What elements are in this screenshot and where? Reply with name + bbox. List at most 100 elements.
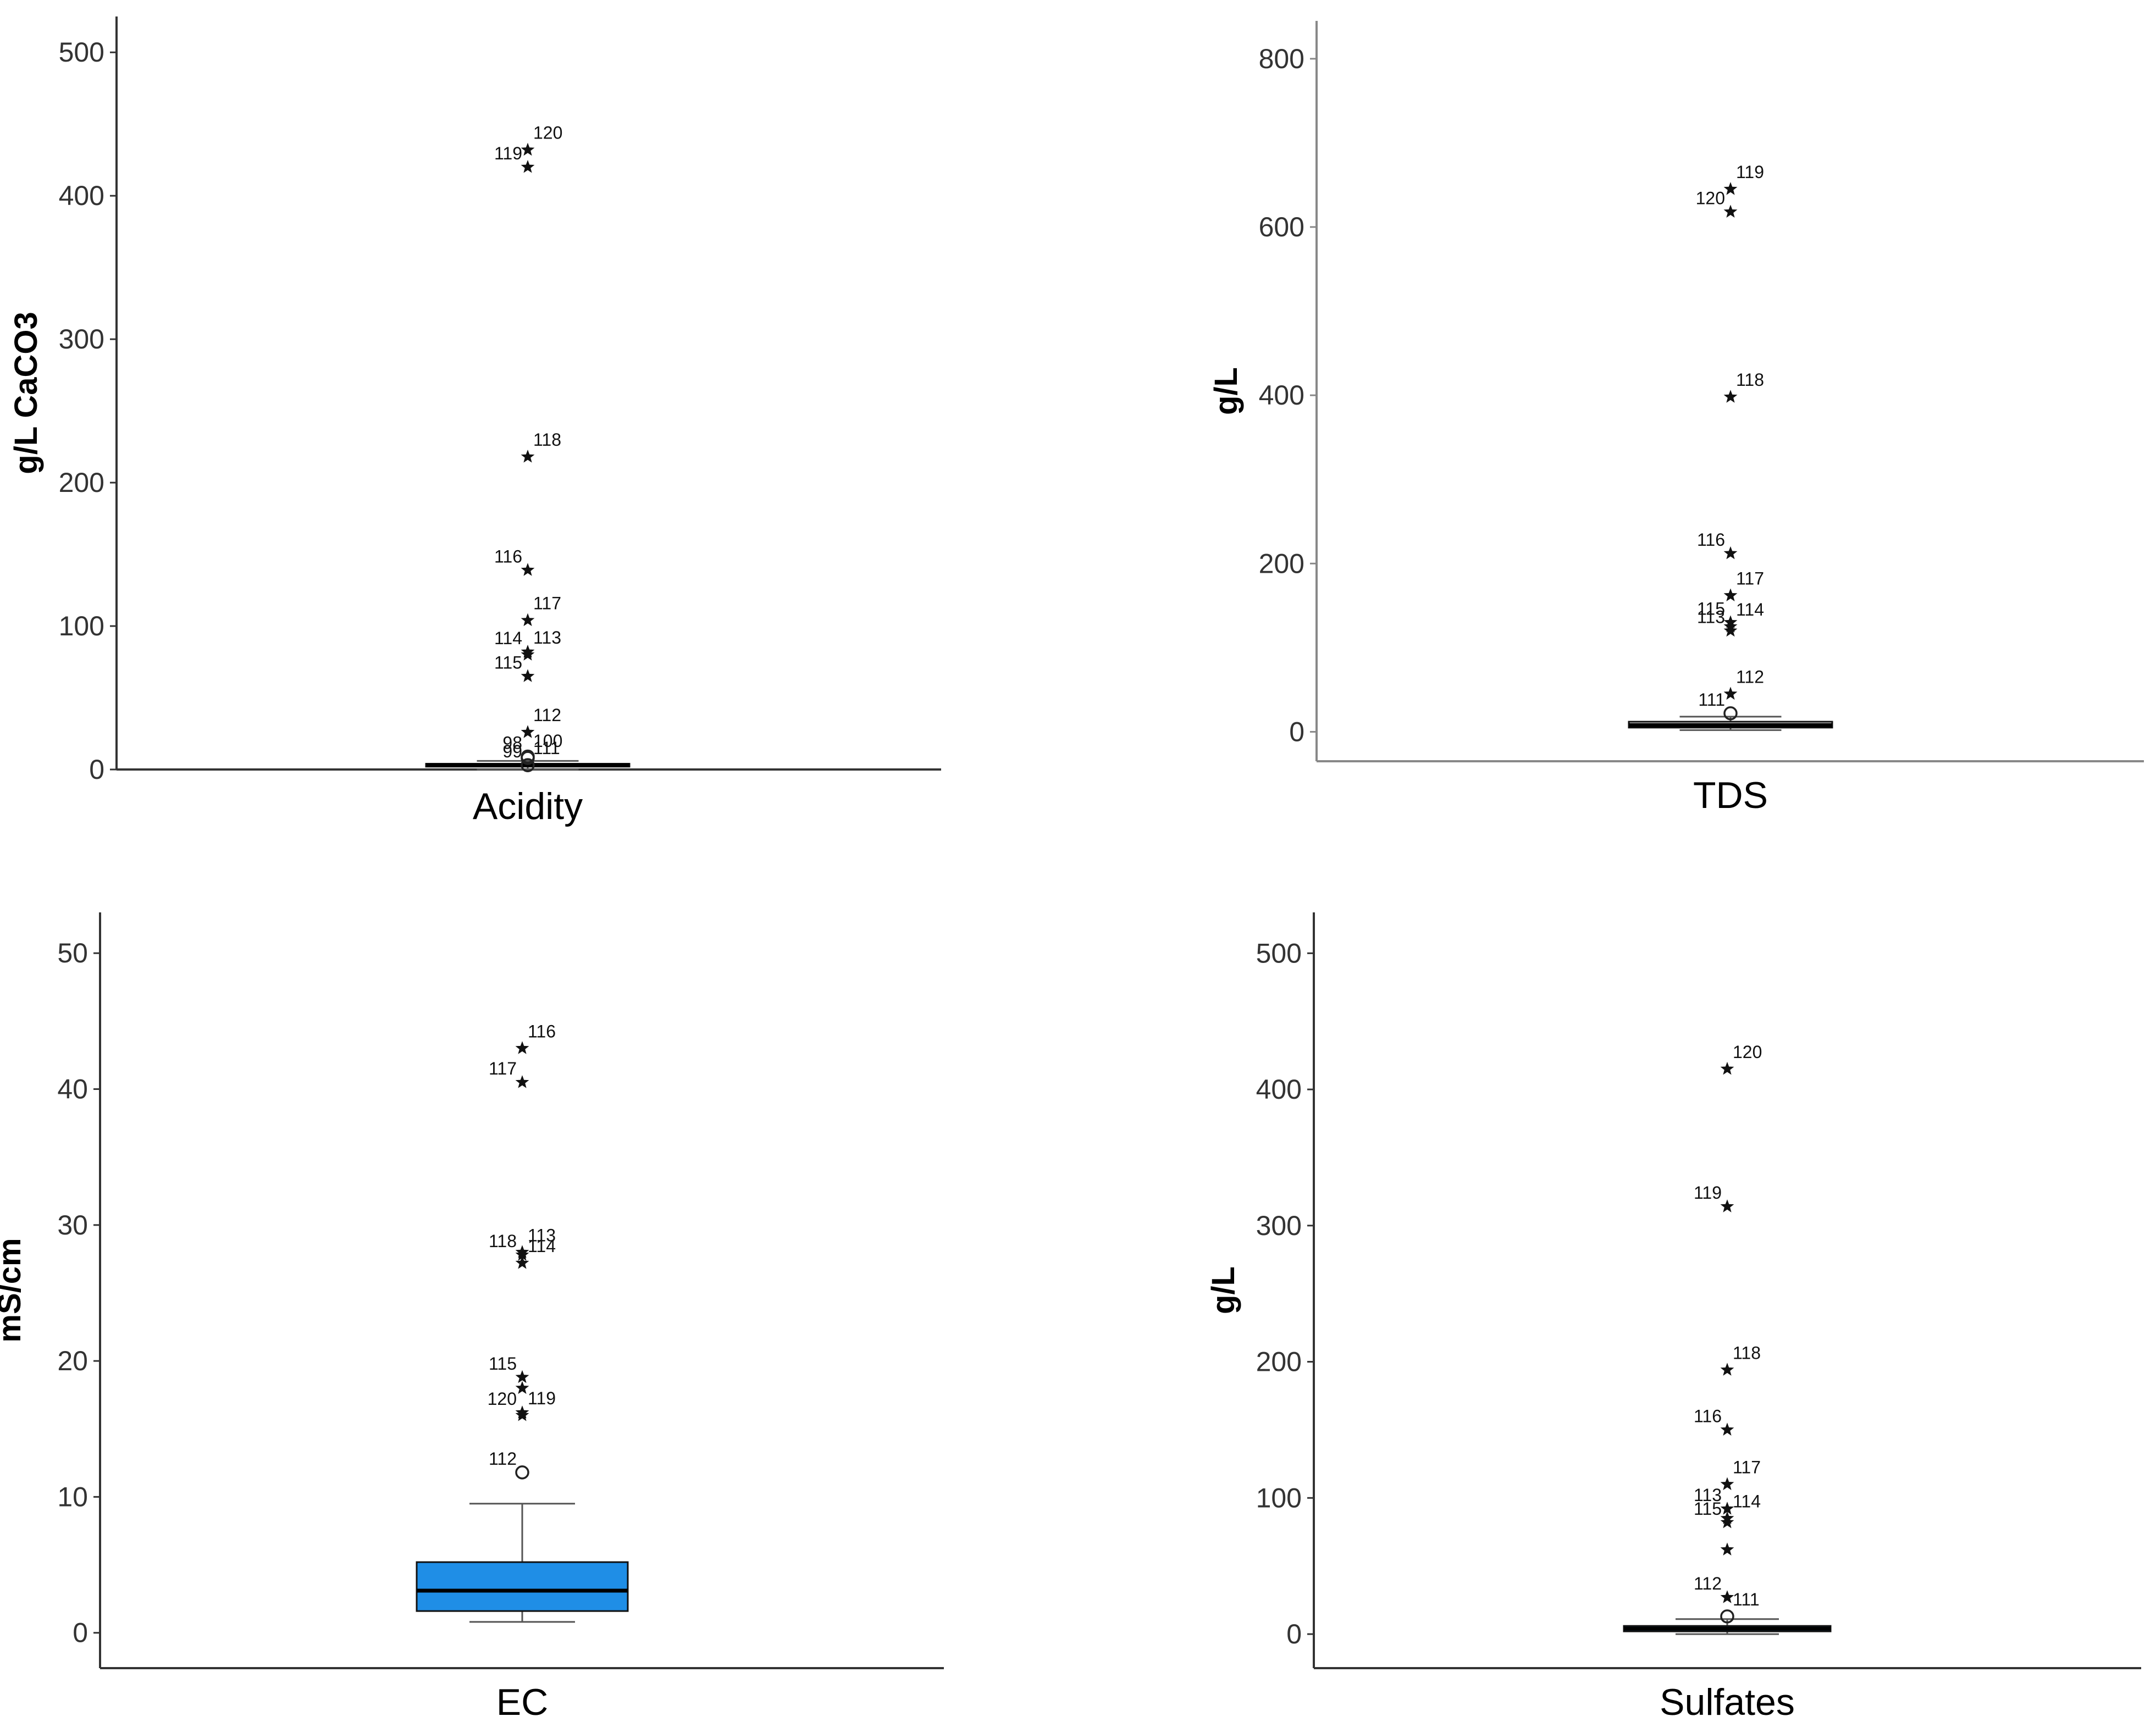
outlier-label: 113: [1697, 607, 1725, 627]
outlier-label: 114: [1736, 600, 1764, 619]
outlier-label: 117: [1733, 1458, 1761, 1477]
outlier-star: [515, 1256, 529, 1269]
outlier-label: 114: [528, 1236, 556, 1256]
y-tick-label: 400: [1256, 1074, 1302, 1105]
y-tick-label: 300: [1256, 1210, 1302, 1241]
outlier-star: [521, 160, 535, 173]
outlier-star: [1720, 1502, 1734, 1515]
box-iqr: [416, 1561, 629, 1612]
outlier-star: [1720, 1515, 1734, 1529]
y-axis-label: mS/cm: [0, 1238, 27, 1342]
outlier-label: 112: [1694, 1574, 1722, 1593]
outlier-star: [1720, 1363, 1734, 1376]
outlier-star: [1720, 1199, 1734, 1212]
y-axis-label: g/L: [1208, 367, 1244, 415]
y-tick-label: 100: [59, 611, 104, 641]
y-tick-label: 400: [59, 180, 104, 211]
outlier-label: 117: [489, 1059, 517, 1078]
outlier-label: 118: [1736, 370, 1764, 390]
outlier-label: 115: [494, 652, 522, 672]
outlier-label: 116: [1694, 1406, 1722, 1426]
outlier-star: [1723, 204, 1738, 218]
outlier-label: 118: [489, 1231, 517, 1251]
outlier-label: 117: [1736, 568, 1764, 588]
outlier-star: [1723, 390, 1738, 403]
outlier-label: 112: [533, 705, 561, 725]
x-axis-label: Sulfates: [1660, 1681, 1795, 1723]
outlier-star: [521, 450, 535, 463]
y-tick-label: 10: [57, 1481, 88, 1512]
y-tick-label: 400: [1259, 380, 1304, 411]
outlier-star: [1723, 182, 1738, 195]
outlier-label: 116: [494, 546, 522, 566]
outlier-star: [1723, 546, 1738, 560]
outlier-label: 112: [1736, 667, 1764, 687]
outlier-star: [515, 1041, 529, 1054]
outlier-star: [1723, 588, 1738, 601]
outlier-label: 120: [488, 1389, 517, 1409]
outlier-star: [515, 1381, 529, 1394]
outlier-label: 117: [533, 594, 561, 613]
outlier-label: 113: [528, 1225, 556, 1245]
outlier-label: 119: [528, 1388, 556, 1408]
outlier-label: 111: [1698, 690, 1725, 710]
x-axis-label: EC: [496, 1681, 548, 1723]
outlier-label: 116: [1697, 530, 1725, 550]
outlier-circle: [1720, 1609, 1734, 1624]
chart-panel-2: 0 200 400 600 800 g/L TDS 119 120 118 116 117 115 114…: [1208, 21, 2144, 816]
outlier-label: 115: [1694, 1499, 1722, 1519]
y-tick-label: 800: [1259, 43, 1304, 74]
y-tick-label: 200: [1259, 548, 1304, 579]
y-tick-label: 0: [73, 1618, 88, 1648]
outlier-label: 115: [489, 1354, 517, 1374]
outlier-label: 119: [1694, 1183, 1722, 1203]
x-axis-label: Acidity: [473, 785, 583, 827]
outlier-label: 113: [1694, 1485, 1722, 1505]
outlier-star: [521, 563, 535, 576]
chart-panel-4: 0 100 200 300 400 500 g/L Sulfates 120 119 118 116 1…: [1206, 912, 2141, 1723]
outlier-star: [521, 613, 535, 627]
outlier-label: 118: [1733, 1343, 1761, 1363]
outlier-label: 98: [502, 733, 522, 753]
y-tick-label: 50: [57, 938, 88, 968]
outlier-label: 113: [533, 628, 561, 647]
y-tick-label: 30: [57, 1210, 88, 1241]
outlier-label: 116: [528, 1021, 556, 1041]
y-tick-label: 100: [1256, 1482, 1302, 1513]
chart-panel-1: 0 100 200 300 400 500 g/L CaCO3 Acidity 120 119 11…: [8, 16, 941, 827]
outlier-star: [515, 1075, 529, 1088]
outlier-star: [521, 142, 535, 156]
outlier-label: 99: [502, 741, 522, 761]
y-tick-label: 20: [57, 1346, 88, 1376]
outlier-label: 119: [494, 143, 522, 163]
outlier-label: 114: [494, 628, 522, 648]
y-tick-label: 0: [1286, 1619, 1302, 1649]
outlier-star: [1720, 1542, 1734, 1555]
outlier-label: 111: [533, 738, 560, 758]
outlier-star: [1720, 1477, 1734, 1491]
outlier-star: [1720, 1422, 1734, 1436]
outlier-label: 120: [1733, 1042, 1762, 1062]
outlier-label: 111: [1733, 1590, 1760, 1609]
y-tick-label: 0: [1289, 716, 1304, 747]
y-tick-label: 200: [1256, 1347, 1302, 1377]
y-tick-label: 500: [59, 37, 104, 68]
y-tick-label: 600: [1259, 212, 1304, 242]
outlier-star: [1723, 686, 1738, 700]
outlier-star: [515, 1370, 529, 1383]
outlier-label: 100: [533, 731, 562, 751]
outlier-star: [521, 669, 535, 682]
outlier-label: 120: [533, 123, 562, 143]
x-axis-label: TDS: [1693, 774, 1768, 816]
outlier-label: 120: [1696, 188, 1725, 208]
chart-panel-3: 0 10 20 30 40 50 mS/cm EC 116 117 113 118 114 115 120 1…: [0, 912, 944, 1723]
outlier-star: [521, 725, 535, 738]
outlier-circle: [1723, 706, 1738, 721]
outlier-label: 114: [1733, 1491, 1761, 1511]
outlier-label: 115: [1697, 599, 1725, 618]
outlier-star: [1723, 623, 1738, 637]
outlier-circle: [521, 758, 535, 772]
y-axis-label: g/L CaCO3: [8, 312, 44, 474]
outlier-star: [515, 1408, 529, 1421]
